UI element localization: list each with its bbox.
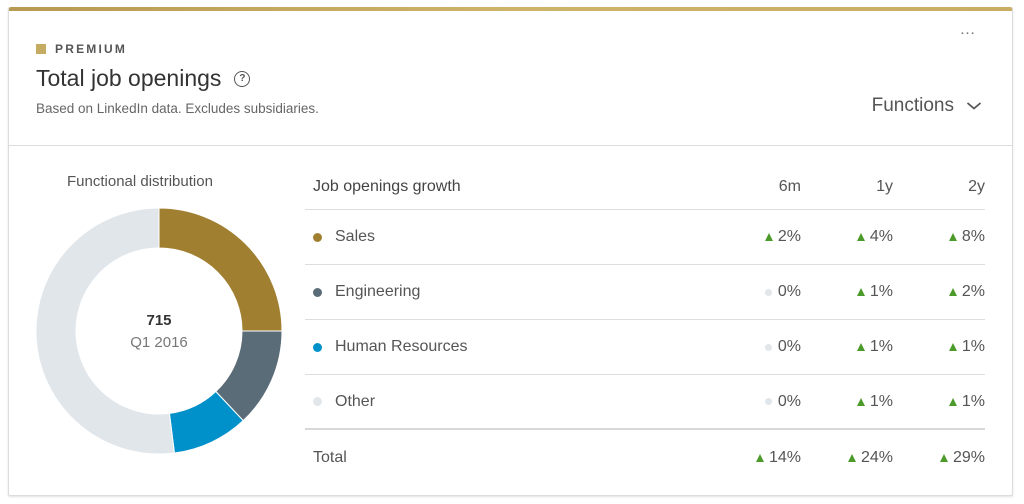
growth-value-text: 24% <box>860 449 893 466</box>
table-row: Other 0% 1% 1% <box>305 375 985 430</box>
trend-up-icon <box>948 288 957 296</box>
ellipsis-icon: … <box>959 21 977 38</box>
premium-badge: PREMIUM <box>36 42 127 56</box>
growth-value-text: 1% <box>869 338 893 355</box>
distribution-title: Functional distribution <box>67 173 213 190</box>
growth-value-text: 14% <box>768 449 801 466</box>
growth-value-1y: 4% <box>801 228 893 246</box>
functions-dropdown-label: Functions <box>871 95 954 116</box>
growth-value-2y: 1% <box>893 338 985 356</box>
growth-value-2y: 8% <box>893 228 985 246</box>
growth-value-text: 1% <box>869 283 893 300</box>
trend-up-icon <box>948 397 957 406</box>
card-title: Total job openings <box>36 65 222 91</box>
growth-value-2y: 29% <box>893 449 985 467</box>
row-label-cell: Engineering <box>305 283 711 301</box>
column-header-6m: 6m <box>778 178 801 195</box>
trend-up-icon <box>939 454 948 462</box>
growth-value-2y: 1% <box>893 393 985 411</box>
functional-distribution-donut <box>35 207 283 455</box>
row-label: Engineering <box>335 283 421 300</box>
trend-up-icon <box>856 288 865 296</box>
growth-value-1y: 1% <box>801 338 893 356</box>
growth-value-text: 0% <box>777 283 801 300</box>
trend-up-icon <box>856 233 865 241</box>
row-label-cell: Total <box>305 449 711 467</box>
legend-dot-icon <box>313 342 322 352</box>
growth-value-1y: 1% <box>801 283 893 301</box>
row-label-cell: Sales <box>305 228 711 246</box>
growth-value-text: 0% <box>777 392 801 410</box>
donut-slice-other[interactable] <box>35 207 175 455</box>
growth-value-text: 1% <box>869 392 893 410</box>
functions-dropdown[interactable]: Functions <box>872 95 982 117</box>
growth-table-title: Job openings growth <box>313 178 461 195</box>
trend-flat-icon <box>764 343 772 351</box>
growth-value-6m: 2% <box>711 228 801 246</box>
header-divider <box>9 145 1012 146</box>
growth-value-text: 0% <box>777 338 801 355</box>
total-row: Total 14% 24% 29% <box>305 430 985 486</box>
column-header-1y: 1y <box>876 178 893 195</box>
total-openings-value: 715 <box>146 312 172 329</box>
trend-up-icon <box>764 233 773 241</box>
trend-flat-icon <box>764 288 772 296</box>
period-label: Q1 2016 <box>130 334 188 351</box>
premium-square-icon <box>36 44 46 54</box>
title-row: Total job openings ? <box>36 65 251 92</box>
legend-dot-icon <box>313 397 322 406</box>
row-label: Human Resources <box>335 338 468 355</box>
growth-table: Job openings growth 6m 1y 2y Sales 2% 4% 8%… <box>305 165 985 486</box>
growth-value-text: 8% <box>961 228 985 245</box>
donut-center-label: 715 Q1 2016 <box>35 312 283 351</box>
trend-up-icon <box>755 454 764 462</box>
trend-up-icon <box>856 343 865 351</box>
trend-flat-icon <box>764 398 772 405</box>
row-label: Other <box>335 392 376 410</box>
growth-value-6m: 14% <box>711 449 801 467</box>
legend-dot-icon <box>313 287 322 297</box>
growth-value-2y: 2% <box>893 283 985 301</box>
row-label: Sales <box>335 228 376 245</box>
column-header-2y: 2y <box>968 178 985 195</box>
growth-value-6m: 0% <box>711 393 801 411</box>
trend-up-icon <box>948 233 957 241</box>
table-row: Engineering 0% 1% 2% <box>305 265 985 320</box>
chevron-down-icon <box>966 102 982 110</box>
growth-value-1y: 1% <box>801 393 893 411</box>
help-question-icon[interactable]: ? <box>234 70 251 87</box>
premium-label: PREMIUM <box>55 42 128 56</box>
growth-value-6m: 0% <box>711 283 801 301</box>
trend-up-icon <box>847 454 856 462</box>
row-label-cell: Human Resources <box>305 338 711 356</box>
table-row: Human Resources 0% 1% 1% <box>305 320 985 375</box>
growth-value-text: 2% <box>961 283 985 300</box>
growth-value-text: 29% <box>952 449 985 466</box>
row-label-cell: Other <box>305 393 711 411</box>
growth-value-text: 1% <box>961 338 985 355</box>
table-row: Sales 2% 4% 8% <box>305 210 985 265</box>
growth-table-header: Job openings growth 6m 1y 2y <box>305 165 985 210</box>
premium-accent-bar <box>9 7 1012 11</box>
legend-dot-icon <box>313 232 322 242</box>
more-options-button[interactable]: … <box>956 21 980 41</box>
growth-value-1y: 24% <box>801 449 893 467</box>
growth-value-text: 1% <box>961 392 985 410</box>
growth-value-text: 4% <box>869 228 893 245</box>
growth-value-text: 2% <box>777 228 801 245</box>
trend-up-icon <box>856 397 865 406</box>
job-openings-card: … PREMIUM Total job openings ? Based on … <box>8 7 1013 496</box>
row-label: Total <box>313 449 347 466</box>
growth-value-6m: 0% <box>711 338 801 356</box>
trend-up-icon <box>948 343 957 351</box>
card-subtitle: Based on LinkedIn data. Excludes subsidi… <box>36 101 319 116</box>
